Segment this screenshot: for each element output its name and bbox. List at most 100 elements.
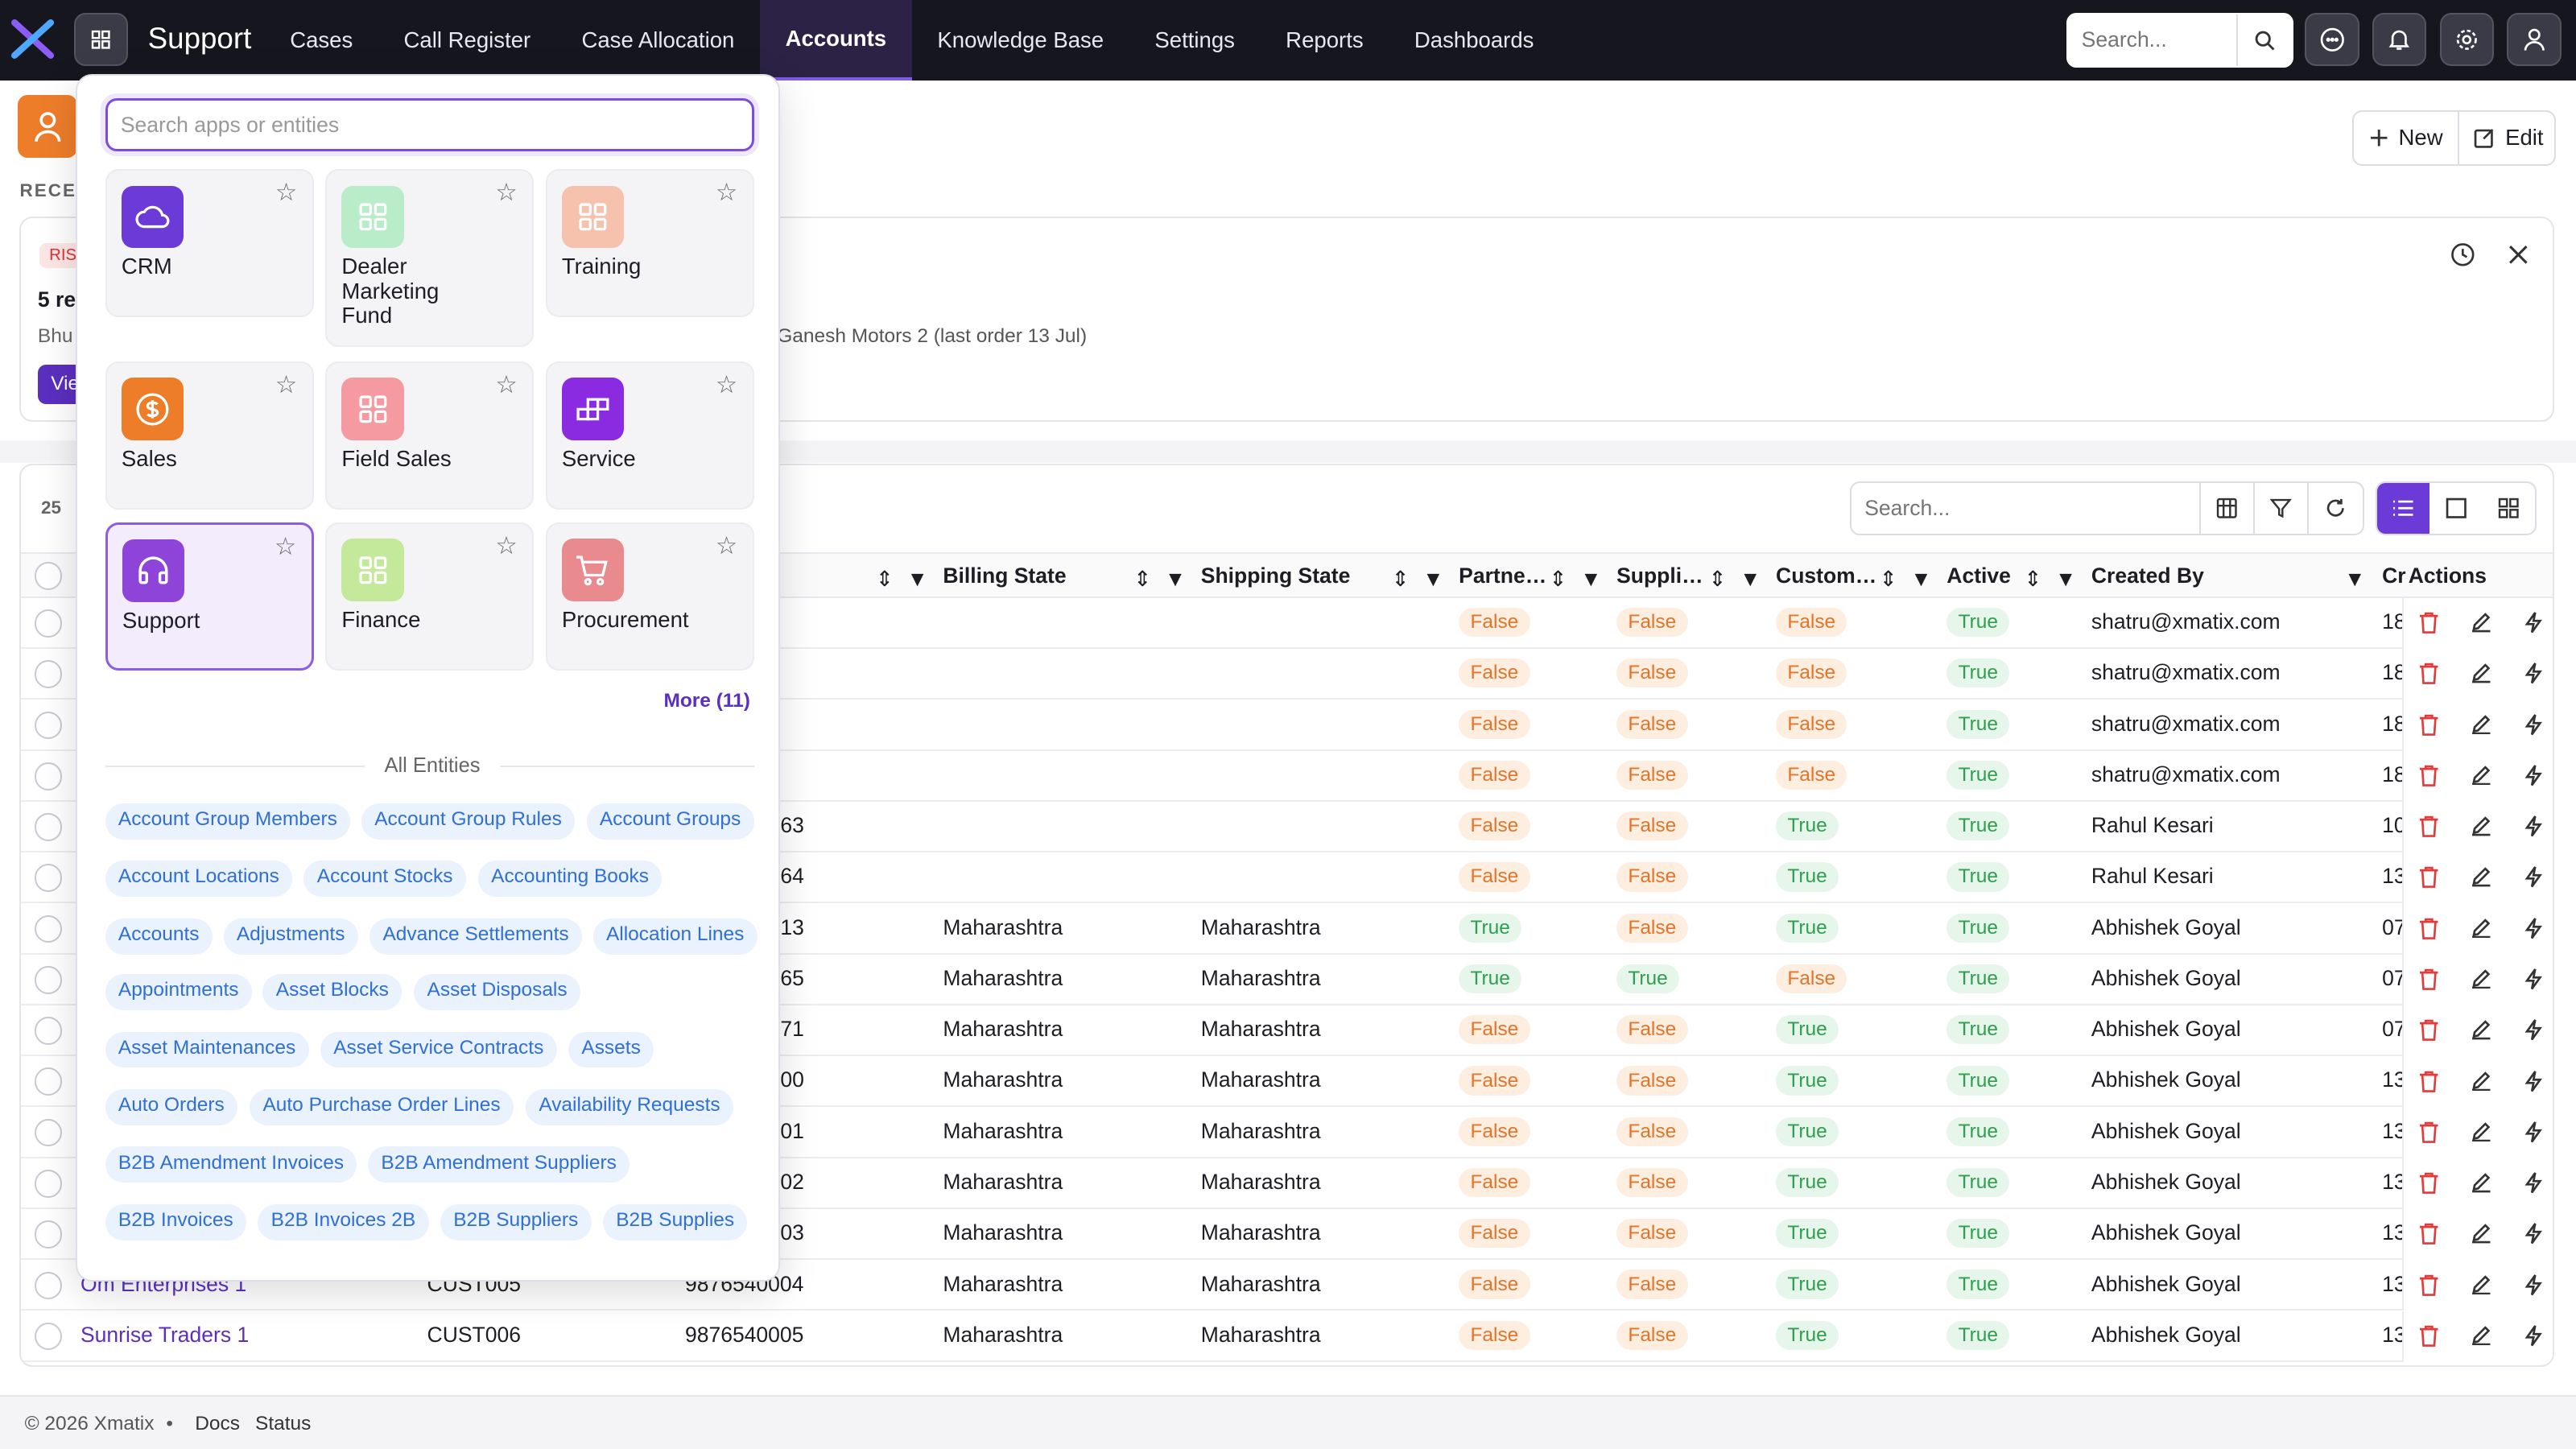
star-icon[interactable]: ☆	[495, 532, 518, 560]
apps-launcher-button[interactable]	[73, 13, 129, 66]
app-tile-support[interactable]: Support ☆	[105, 522, 314, 671]
delete-icon[interactable]	[2418, 662, 2440, 691]
entity-chip[interactable]: Asset Maintenances	[105, 1031, 309, 1068]
delete-icon[interactable]	[2418, 713, 2440, 742]
card-view-icon[interactable]	[2429, 483, 2482, 534]
sort-icon[interactable]: ⇕	[2024, 566, 2042, 591]
header-created[interactable]: Cr	[2382, 563, 2406, 588]
table-row[interactable]: 02 Maharashtra Maharashtra False False True Tr…	[21, 1158, 2553, 1209]
edit-icon[interactable]	[2471, 662, 2492, 689]
bell-icon[interactable]	[2372, 13, 2427, 66]
delete-icon[interactable]	[2418, 968, 2440, 997]
entity-chip[interactable]: Auto Purchase Order Lines	[250, 1088, 514, 1125]
row-checkbox[interactable]	[34, 711, 63, 740]
nav-case-allocation[interactable]: Case Allocation	[581, 27, 735, 52]
bolt-icon[interactable]	[2524, 917, 2543, 946]
docs-link[interactable]: Docs	[195, 1413, 240, 1435]
bolt-icon[interactable]	[2524, 764, 2543, 793]
grid-view-icon[interactable]	[2483, 483, 2535, 534]
edit-icon[interactable]	[2471, 917, 2492, 944]
column-filter-icon[interactable]: ▼	[906, 566, 928, 591]
bolt-icon[interactable]	[2524, 1274, 2543, 1302]
table-row[interactable]: 03 Maharashtra Maharashtra False False True Tr…	[21, 1208, 2553, 1261]
table-row[interactable]: False False False True shatru@xmatix.com 18	[21, 649, 2553, 700]
row-checkbox[interactable]	[34, 762, 63, 791]
row-checkbox[interactable]	[34, 864, 63, 893]
table-row[interactable]: 00 Maharashtra Maharashtra False False True Tr…	[21, 1056, 2553, 1108]
column-filter-icon[interactable]: ▼	[1422, 566, 1444, 591]
entity-chip[interactable]: Appointments	[105, 974, 252, 1011]
search-icon[interactable]	[2238, 30, 2292, 52]
edit-icon[interactable]	[2471, 865, 2492, 893]
apps-search-input[interactable]: Search apps or entities	[105, 98, 754, 151]
table-row[interactable]: 13 Maharashtra Maharashtra True False True Tru…	[21, 903, 2553, 955]
edit-button[interactable]: Edit	[2457, 111, 2558, 165]
bolt-icon[interactable]	[2524, 1222, 2543, 1251]
sort-icon[interactable]: ⇕	[1708, 566, 1727, 591]
entity-chip[interactable]: B2B Supplies	[602, 1203, 748, 1241]
row-checkbox[interactable]	[34, 813, 63, 841]
entity-chip[interactable]: B2B Amendment Suppliers	[368, 1146, 630, 1183]
bolt-icon[interactable]	[2524, 662, 2543, 691]
global-search-input[interactable]	[2066, 14, 2238, 66]
delete-icon[interactable]	[2418, 1171, 2440, 1200]
refresh-icon[interactable]	[2309, 483, 2363, 534]
bolt-icon[interactable]	[2524, 1121, 2543, 1150]
app-tile-finance[interactable]: Finance ☆	[325, 522, 535, 671]
app-tile-training[interactable]: Training ☆	[545, 169, 754, 317]
select-all-checkbox[interactable]	[34, 561, 63, 590]
star-icon[interactable]: ☆	[715, 532, 738, 560]
delete-icon[interactable]	[2418, 1018, 2440, 1047]
app-tile-sales[interactable]: Sales ☆	[105, 361, 314, 510]
header-billing-state[interactable]: Billing State	[943, 563, 1067, 588]
delete-icon[interactable]	[2418, 917, 2440, 946]
sort-icon[interactable]: ⇕	[875, 566, 894, 591]
row-checkbox[interactable]	[34, 914, 63, 943]
app-tile-crm[interactable]: CRM ☆	[105, 169, 314, 317]
header-created-by[interactable]: Created By	[2091, 563, 2204, 588]
bolt-icon[interactable]	[2524, 1070, 2543, 1099]
edit-icon[interactable]	[2471, 815, 2492, 842]
entity-chip[interactable]: Account Groups	[586, 803, 754, 840]
bolt-icon[interactable]	[2524, 968, 2543, 997]
edit-icon[interactable]	[2471, 713, 2492, 741]
table-row[interactable]: 65 Maharashtra Maharashtra True True False Tru…	[21, 954, 2553, 1005]
more-apps-link[interactable]: More (11)	[663, 690, 750, 712]
row-checkbox[interactable]	[34, 660, 63, 689]
table-row[interactable]: False False False True shatru@xmatix.com 18	[21, 700, 2553, 751]
filter-icon[interactable]	[2255, 482, 2309, 535]
delete-icon[interactable]	[2418, 1070, 2440, 1099]
edit-icon[interactable]	[2471, 1171, 2492, 1199]
chat-icon[interactable]	[2305, 13, 2359, 66]
list-view-icon[interactable]	[2376, 482, 2430, 535]
header-customer[interactable]: Custom…	[1776, 563, 1877, 588]
bolt-icon[interactable]	[2524, 1018, 2543, 1047]
nav-dashboards[interactable]: Dashboards	[1414, 27, 1534, 52]
header-shipping-state[interactable]: Shipping State	[1200, 563, 1351, 588]
table-search-input[interactable]	[1851, 482, 2201, 535]
row-checkbox[interactable]	[34, 1271, 63, 1300]
delete-icon[interactable]	[2418, 1222, 2440, 1251]
star-icon[interactable]: ☆	[274, 533, 297, 561]
nav-call-register[interactable]: Call Register	[403, 27, 531, 52]
edit-icon[interactable]	[2471, 1018, 2492, 1046]
star-icon[interactable]: ☆	[715, 371, 738, 399]
edit-icon[interactable]	[2471, 611, 2492, 638]
entity-chip[interactable]: Account Stocks	[303, 861, 466, 898]
edit-icon[interactable]	[2471, 968, 2492, 995]
edit-icon[interactable]	[2471, 1222, 2492, 1249]
status-link[interactable]: Status	[255, 1413, 312, 1435]
nav-settings[interactable]: Settings	[1154, 27, 1235, 52]
header-partner[interactable]: Partne…	[1459, 563, 1547, 588]
table-row[interactable]: 63 False False True True Rahul Kesari 10	[21, 801, 2553, 853]
clock-icon[interactable]	[2450, 242, 2476, 274]
entity-chip[interactable]: Account Group Rules	[361, 803, 576, 840]
entity-chip[interactable]: Account Group Members	[105, 803, 351, 840]
header-supplier[interactable]: Suppli…	[1616, 563, 1703, 588]
entity-chip[interactable]: Advance Settlements	[369, 918, 582, 955]
columns-icon[interactable]	[2201, 482, 2255, 535]
entity-chip[interactable]: Auto Orders	[105, 1088, 238, 1125]
table-row[interactable]: Sunrise Traders 1 CUST006 9876540005 Mahara…	[21, 1311, 2553, 1362]
user-icon[interactable]	[2507, 13, 2562, 66]
nav-accounts[interactable]: Accounts	[759, 0, 912, 80]
